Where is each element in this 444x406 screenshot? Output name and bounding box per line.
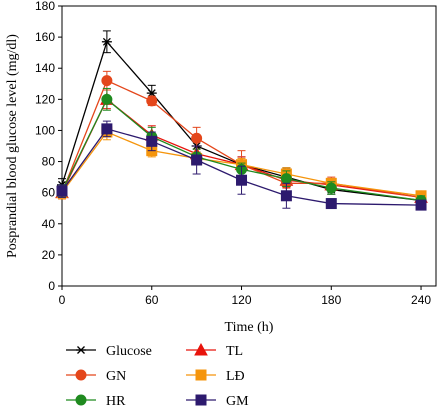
y-axis-title: Posprandial blood glucose level (mg/dl) [5, 34, 20, 258]
y-axis: 0 20 40 60 80 100 120 140 160 180 [35, 0, 62, 293]
data-point [236, 174, 248, 186]
y-tick-label: 40 [42, 217, 56, 231]
x-tick-label: 120 [232, 293, 252, 307]
y-tick-label: 180 [35, 0, 55, 13]
legend-marker [75, 369, 87, 381]
asterisk-stroke [102, 37, 111, 46]
y-tick-label: 120 [35, 92, 55, 106]
legend-item: TL [186, 342, 243, 359]
legend-item: GM [186, 394, 249, 406]
series-line [61, 131, 422, 197]
series-line [61, 128, 422, 206]
series-gm [56, 120, 427, 211]
series-line [61, 40, 422, 202]
data-point [56, 185, 68, 197]
data-point [146, 95, 158, 107]
series-line [61, 79, 422, 198]
x-axis-title: Time (h) [225, 320, 274, 335]
y-tick-label: 160 [35, 30, 55, 44]
legend-label: LĐ [226, 369, 245, 384]
legend-label: GN [106, 369, 126, 384]
data-point [325, 182, 337, 194]
y-tick-label: 0 [48, 279, 55, 293]
legend-marker [76, 346, 86, 354]
legend-item: HR [66, 394, 126, 406]
y-tick-label: 140 [35, 61, 55, 75]
data-point [415, 199, 427, 211]
series-line [61, 98, 422, 202]
x-tick-label: 60 [145, 293, 159, 307]
y-tick-label: 60 [42, 186, 56, 200]
legend-label: HR [106, 394, 126, 406]
legend-label: Glucose [106, 344, 152, 359]
x-tick-label: 180 [321, 293, 341, 307]
legend-item: LĐ [186, 369, 245, 384]
data-point [146, 89, 157, 98]
data-point [191, 154, 203, 166]
x-axis: 0 60 120 180 240 [59, 286, 431, 307]
data-point [191, 132, 203, 144]
data-point [101, 93, 113, 105]
asterisk-stroke [77, 346, 85, 354]
y-tick-label: 100 [35, 123, 55, 137]
legend-marker [194, 342, 208, 356]
data-point [325, 198, 337, 210]
x-tick-label: 240 [411, 293, 431, 307]
data-point [101, 123, 113, 135]
legend-item: Glucose [66, 344, 152, 359]
plot-frame [61, 5, 437, 287]
data-point [280, 190, 292, 202]
legend: Glucose TL GN LĐ HR GM [66, 342, 249, 406]
asterisk-stroke [147, 89, 156, 98]
legend-marker [75, 394, 87, 406]
legend-label: GM [226, 394, 249, 406]
data-point [280, 173, 292, 185]
data-point [101, 37, 112, 46]
data-point [146, 135, 158, 147]
legend-label: TL [226, 344, 243, 359]
legend-marker [195, 394, 207, 406]
data-point [101, 75, 113, 87]
y-tick-label: 20 [42, 248, 56, 262]
legend-item: GN [66, 369, 126, 384]
y-tick-label: 80 [42, 155, 56, 169]
series-layer [55, 30, 428, 211]
x-tick-label: 0 [59, 293, 66, 307]
legend-marker [195, 369, 207, 381]
